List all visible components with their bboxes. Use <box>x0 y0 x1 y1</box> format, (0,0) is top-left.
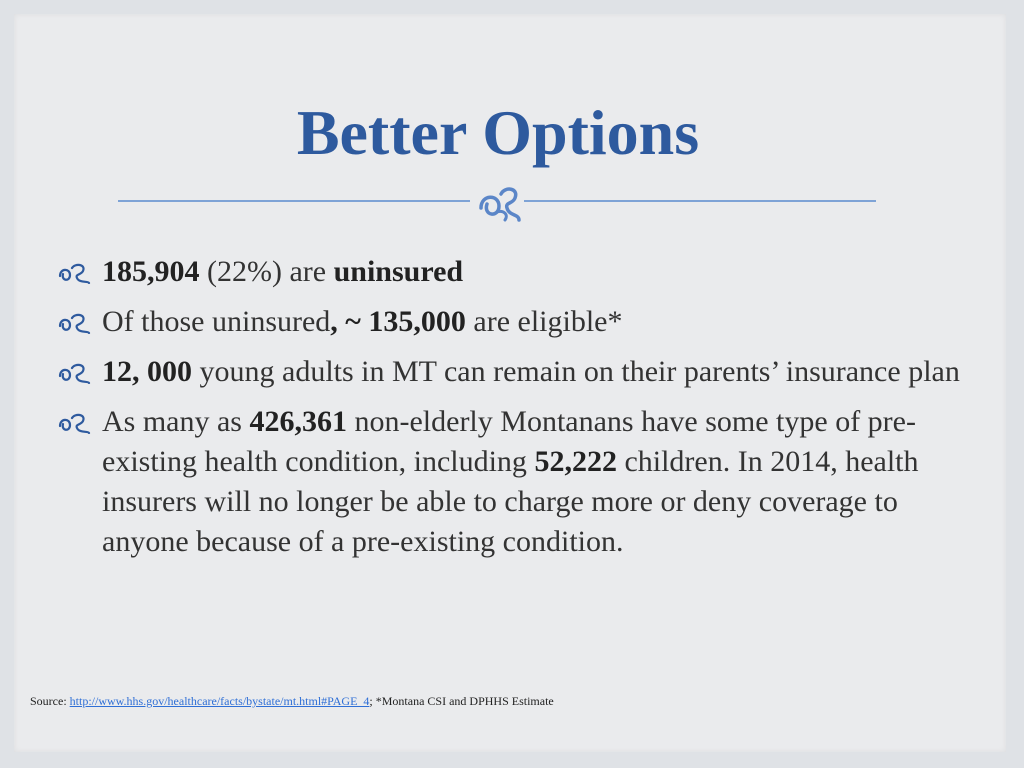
bullet-item: 12, 000 young adults in MT can remain on… <box>46 352 966 392</box>
bullet-list: 185,904 (22%) are uninsured Of those uni… <box>46 252 966 572</box>
bullet-item: 185,904 (22%) are uninsured <box>46 252 966 292</box>
ornament-bullet-icon <box>58 313 91 334</box>
bullet-item: As many as 426,361 non-elderly Montanans… <box>46 402 966 562</box>
bullet-text: 12, 000 young adults in MT can remain on… <box>102 355 960 388</box>
ornament-bullet-icon <box>58 263 91 284</box>
source-suffix: ; *Montana CSI and DPHHS Estimate <box>369 694 554 708</box>
divider-line-right <box>524 200 876 202</box>
ornament-bullet-icon <box>58 363 91 384</box>
source-prefix: Source: <box>30 694 70 708</box>
bullet-text: Of those uninsured, ~ 135,000 are eligib… <box>102 305 623 338</box>
source-note: Source: http://www.hhs.gov/healthcare/fa… <box>30 694 554 709</box>
flourish-ornament-icon <box>479 187 521 222</box>
bullet-text: 185,904 (22%) are uninsured <box>102 255 464 288</box>
ornament-bullet-icon <box>58 413 91 434</box>
source-link[interactable]: http://www.hhs.gov/healthcare/facts/byst… <box>69 694 370 708</box>
title-divider <box>118 186 876 226</box>
divider-line-left <box>118 200 470 202</box>
slide-title: Better Options <box>296 96 700 168</box>
bullet-text: As many as 426,361 non-elderly Montanans… <box>102 405 919 558</box>
bullet-item: Of those uninsured, ~ 135,000 are eligib… <box>46 302 966 342</box>
slide <box>14 14 1006 752</box>
